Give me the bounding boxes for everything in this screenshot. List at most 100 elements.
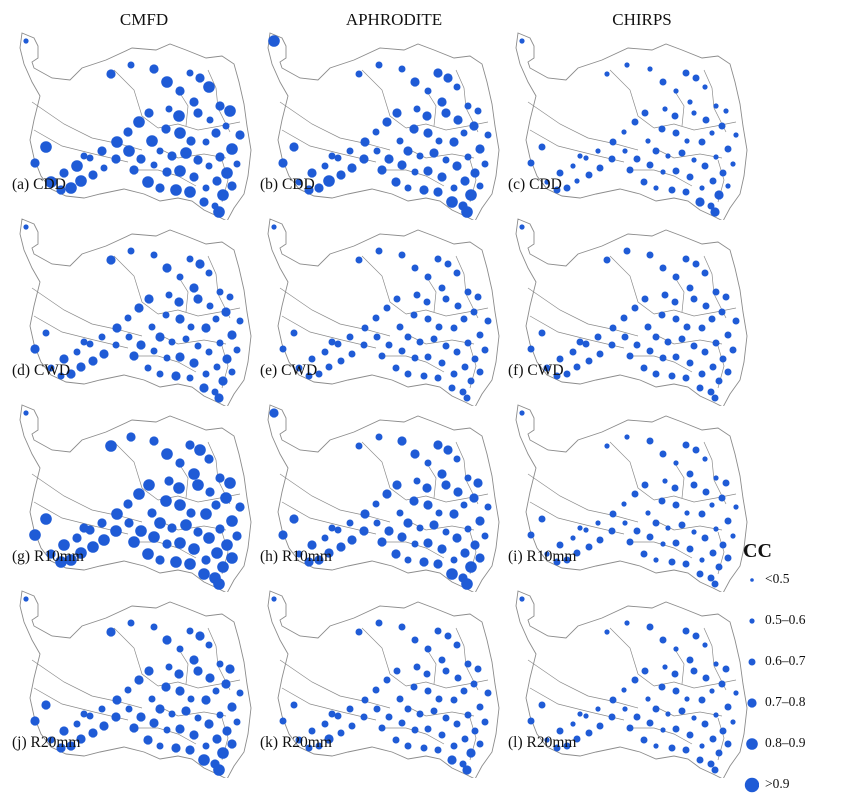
station-marker bbox=[164, 476, 174, 486]
map-panel: (b) CDD bbox=[256, 30, 506, 220]
station-marker bbox=[221, 167, 233, 179]
station-marker bbox=[594, 333, 602, 341]
station-marker bbox=[162, 263, 172, 273]
station-marker bbox=[419, 185, 429, 195]
basin-boundary bbox=[113, 255, 159, 315]
station-marker bbox=[665, 153, 671, 159]
station-marker bbox=[646, 719, 654, 727]
station-marker bbox=[23, 596, 29, 602]
basin-boundary bbox=[177, 275, 189, 313]
station-marker bbox=[213, 764, 225, 776]
legend-label: 0.7–0.8 bbox=[765, 694, 806, 709]
basin-boundary bbox=[33, 687, 129, 721]
station-marker bbox=[609, 324, 617, 332]
map-panel: (g) R10mm bbox=[8, 402, 258, 592]
station-marker bbox=[235, 502, 245, 512]
station-marker bbox=[453, 348, 461, 356]
station-marker bbox=[185, 745, 195, 755]
station-marker bbox=[185, 440, 195, 450]
station-marker bbox=[220, 492, 232, 504]
station-marker bbox=[181, 706, 191, 716]
station-marker bbox=[435, 509, 443, 517]
station-marker bbox=[713, 526, 719, 532]
station-marker bbox=[709, 688, 715, 694]
station-marker bbox=[201, 323, 211, 333]
basin-boundary bbox=[628, 169, 693, 187]
station-marker bbox=[444, 260, 452, 268]
station-marker bbox=[98, 333, 106, 341]
station-marker bbox=[446, 196, 458, 208]
station-marker bbox=[199, 197, 209, 207]
station-marker bbox=[87, 541, 99, 553]
station-marker bbox=[411, 540, 419, 548]
basin-boundary bbox=[425, 275, 437, 313]
station-marker bbox=[621, 333, 629, 341]
station-marker bbox=[111, 712, 121, 722]
station-marker bbox=[403, 518, 413, 528]
station-marker bbox=[112, 341, 120, 349]
station-marker bbox=[733, 690, 739, 696]
basin-boundary bbox=[281, 501, 377, 535]
station-marker bbox=[180, 519, 192, 531]
station-marker bbox=[673, 460, 679, 466]
basin-boundary bbox=[529, 129, 625, 163]
station-marker bbox=[86, 712, 94, 720]
station-marker bbox=[672, 539, 680, 547]
station-marker bbox=[375, 61, 383, 69]
station-marker bbox=[646, 437, 654, 445]
station-marker bbox=[136, 712, 146, 722]
station-marker bbox=[189, 655, 199, 665]
basin-boundary bbox=[207, 69, 231, 133]
legend-item: 0.8–0.9 bbox=[735, 734, 845, 754]
basin-boundary bbox=[361, 627, 407, 687]
station-marker bbox=[659, 78, 667, 86]
map-svg bbox=[19, 218, 252, 406]
station-marker bbox=[556, 169, 564, 177]
station-marker bbox=[595, 520, 601, 526]
station-marker bbox=[682, 188, 690, 196]
station-marker bbox=[662, 664, 668, 670]
station-marker bbox=[623, 247, 631, 255]
station-marker bbox=[162, 167, 172, 177]
station-marker bbox=[620, 314, 628, 322]
station-marker bbox=[442, 295, 450, 303]
station-marker bbox=[624, 434, 630, 440]
station-marker bbox=[424, 687, 432, 695]
station-marker bbox=[392, 364, 400, 372]
station-marker bbox=[668, 372, 676, 380]
map-svg bbox=[267, 32, 500, 220]
station-marker bbox=[633, 341, 641, 349]
station-marker bbox=[295, 364, 303, 372]
station-marker bbox=[653, 743, 659, 749]
station-marker bbox=[730, 533, 736, 539]
station-marker bbox=[709, 130, 715, 136]
station-marker bbox=[321, 720, 329, 728]
station-marker bbox=[73, 720, 81, 728]
station-marker bbox=[664, 338, 672, 346]
station-marker bbox=[442, 528, 450, 536]
station-marker bbox=[475, 516, 485, 526]
station-marker bbox=[595, 148, 601, 154]
station-marker bbox=[80, 338, 88, 346]
station-marker bbox=[175, 458, 185, 468]
station-marker bbox=[463, 394, 471, 402]
basin-boundary bbox=[653, 519, 723, 531]
station-marker bbox=[236, 689, 244, 697]
station-marker bbox=[442, 342, 450, 350]
station-marker bbox=[307, 168, 317, 178]
station-marker bbox=[682, 69, 690, 77]
station-marker bbox=[692, 260, 700, 268]
station-marker bbox=[453, 720, 461, 728]
station-marker bbox=[195, 73, 205, 83]
station-marker bbox=[76, 362, 86, 372]
station-marker bbox=[360, 509, 370, 519]
station-marker bbox=[659, 636, 667, 644]
basin-boundary bbox=[281, 315, 377, 349]
station-marker bbox=[474, 293, 482, 301]
station-marker bbox=[464, 525, 472, 533]
station-marker bbox=[710, 207, 720, 217]
station-marker bbox=[325, 363, 333, 371]
station-marker bbox=[308, 727, 316, 735]
station-marker bbox=[718, 680, 726, 688]
station-marker bbox=[443, 73, 453, 83]
